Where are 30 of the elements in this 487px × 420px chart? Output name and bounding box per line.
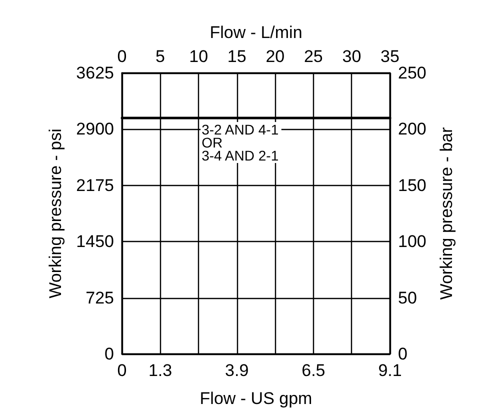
x2-tick-label: 10 [189, 47, 208, 66]
x-tick-label: 1.3 [148, 361, 172, 380]
y2-tick-label: 50 [398, 288, 417, 308]
y2-tick-label: 100 [398, 232, 426, 252]
y2-axis-title: Working pressure - bar [437, 126, 456, 300]
y-tick-label: 2175 [76, 176, 114, 195]
y-tick-label: 3625 [76, 64, 114, 82]
x2-tick-label: 5 [156, 47, 166, 66]
y-tick-label: 0 [104, 344, 114, 364]
y2-tick-label: 150 [398, 176, 426, 195]
x-tick-label: 3.9 [225, 361, 249, 380]
x2-axis-title: Flow - L/min [210, 23, 302, 42]
y-tick-label: 1450 [76, 232, 114, 252]
y2-tick-label: 250 [398, 64, 426, 82]
x2-tick-label: 25 [304, 47, 323, 66]
x2-tick-label: 0 [117, 47, 127, 66]
y-tick-label: 2900 [76, 120, 114, 139]
x2-tick-label: 15 [227, 47, 246, 66]
x2-tick-label: 20 [266, 47, 285, 66]
x-tick-label: 6.5 [302, 361, 326, 380]
annotation: 3-2 AND 4-1 OR 3-4 AND 2-1 [202, 121, 279, 164]
y-tick-label: 725 [86, 288, 114, 308]
y2-tick-label: 200 [398, 120, 426, 139]
y2-tick-label: 0 [398, 344, 408, 364]
x2-tick-label: 35 [380, 47, 400, 66]
x2-tick-label: 30 [342, 47, 362, 66]
x-tick-label: 0 [117, 361, 127, 380]
x-axis-title: Flow - US gpm [200, 389, 312, 408]
x-tick-label: 9.1 [378, 361, 402, 380]
y-axis-title: Working pressure - psi [46, 128, 65, 298]
